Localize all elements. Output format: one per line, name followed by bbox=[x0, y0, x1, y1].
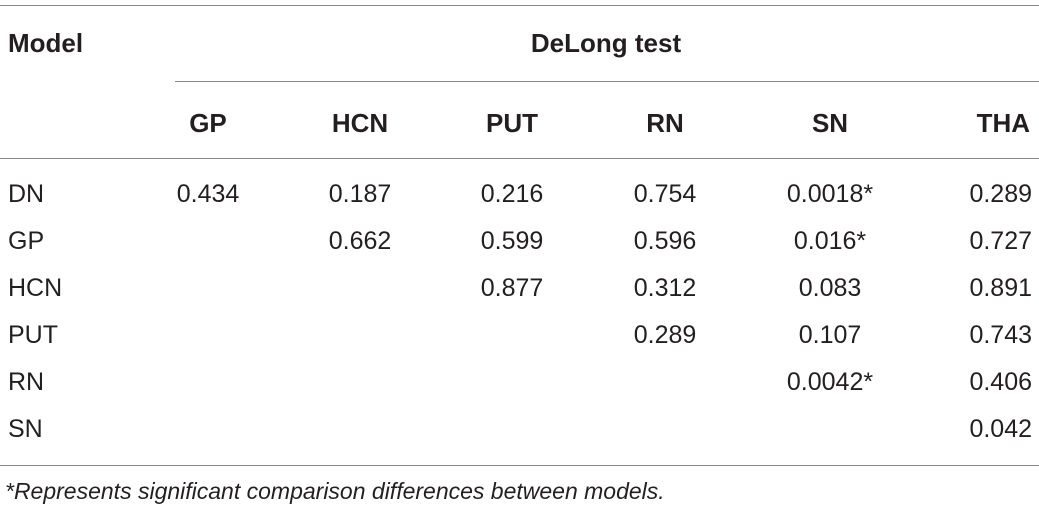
table-cell: 0.754 bbox=[633, 180, 697, 208]
column-header-put: PUT bbox=[486, 108, 538, 138]
row-label: HCN bbox=[8, 274, 63, 302]
column-header-sn: SN bbox=[811, 108, 849, 138]
table-footnote: *Represents significant comparison diffe… bbox=[5, 478, 665, 504]
table-cell: 0.596 bbox=[633, 227, 697, 255]
table-cell: 0.727 bbox=[969, 227, 1032, 255]
table-cell: 0.289 bbox=[969, 180, 1032, 208]
row-label: SN bbox=[8, 415, 43, 443]
column-header-hcn: HCN bbox=[331, 108, 389, 138]
column-header-gp: GP bbox=[189, 108, 227, 138]
table-cell: 0.406 bbox=[969, 368, 1032, 396]
table-cell: 0.083 bbox=[798, 274, 862, 302]
row-label: DN bbox=[8, 180, 45, 208]
table-cell: 0.187 bbox=[328, 180, 392, 208]
header-rule bbox=[0, 158, 1039, 159]
table-cell: 0.0042* bbox=[786, 368, 874, 396]
table-cell: 0.662 bbox=[328, 227, 392, 255]
table-cell: 0.434 bbox=[176, 180, 240, 208]
table-cell: 0.107 bbox=[798, 321, 862, 349]
column-header-tha: THA bbox=[976, 108, 1030, 138]
group-rule bbox=[175, 81, 1039, 82]
delong-test-header: DeLong test bbox=[530, 28, 682, 58]
table-cell: 0.599 bbox=[480, 227, 544, 255]
table-cell: 0.312 bbox=[633, 274, 697, 302]
row-label: GP bbox=[8, 227, 45, 255]
table-cell: 0.216 bbox=[480, 180, 544, 208]
bottom-rule bbox=[0, 465, 1039, 466]
table-cell: 0.042 bbox=[969, 415, 1032, 443]
top-rule bbox=[0, 5, 1039, 6]
table-cell: 0.0018* bbox=[786, 180, 874, 208]
row-label: PUT bbox=[8, 321, 58, 349]
table-cell: 0.891 bbox=[969, 274, 1032, 302]
table-cell: 0.877 bbox=[480, 274, 544, 302]
row-label: RN bbox=[8, 368, 45, 396]
table-cell: 0.289 bbox=[633, 321, 697, 349]
table-cell: 0.016* bbox=[793, 227, 867, 255]
table-cell: 0.743 bbox=[969, 321, 1032, 349]
model-header: Model bbox=[8, 28, 84, 58]
column-header-rn: RN bbox=[646, 108, 684, 138]
